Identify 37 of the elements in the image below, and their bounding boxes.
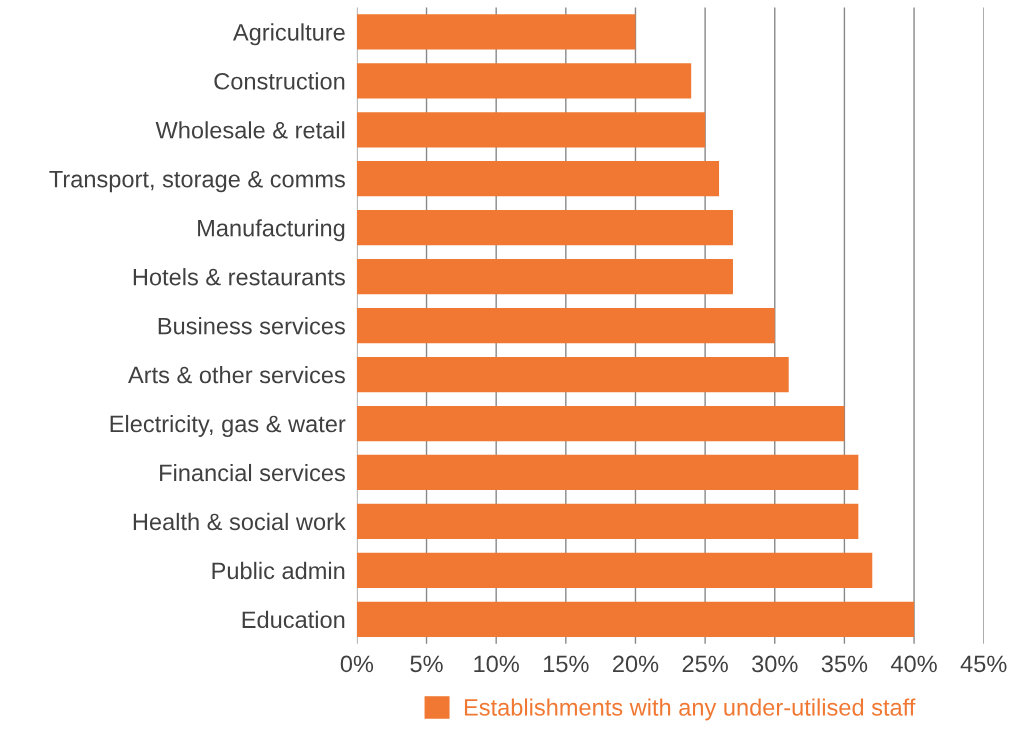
x-tick-label: 40% <box>890 655 937 673</box>
x-tick-label: 25% <box>682 655 728 673</box>
bar <box>356 552 873 588</box>
y-tick-label: Business services <box>158 317 345 335</box>
x-tick-label: 10% <box>474 655 519 673</box>
bar <box>356 210 733 246</box>
y-tick-label: Education <box>242 610 345 629</box>
x-tick-label: 45% <box>960 655 1007 673</box>
bar <box>356 161 720 197</box>
y-tick-label: Arts & other services <box>128 366 345 384</box>
bar <box>356 356 789 393</box>
bar <box>356 63 692 99</box>
y-tick-label: Financial services <box>160 463 345 482</box>
bar <box>356 307 775 344</box>
y-tick-label: Health & social work <box>133 512 346 531</box>
bar <box>356 601 915 637</box>
y-tick-label: Transport, storage & comms <box>49 170 345 193</box>
x-tick-label: 35% <box>821 655 868 673</box>
bar <box>356 503 859 540</box>
x-tick-label: 20% <box>613 655 659 673</box>
x-tick-label: 15% <box>544 655 589 673</box>
y-tick-label: Wholesale & retail <box>155 121 345 139</box>
legend-label: Establishments with any under-utilised staff <box>464 698 916 721</box>
y-tick-label: Agriculture <box>232 23 345 46</box>
bar <box>356 405 845 442</box>
y-tick-label: Construction <box>214 72 345 90</box>
y-tick-label: Public admin <box>212 561 345 580</box>
bar <box>356 259 733 295</box>
x-tick-label: 30% <box>752 655 798 673</box>
bar <box>356 112 706 148</box>
x-tick-label: 5% <box>410 655 443 673</box>
y-tick-label: Electricity, gas & water <box>110 414 346 437</box>
bar <box>356 454 859 491</box>
y-tick-label: Hotels & restaurants <box>133 268 345 286</box>
bar <box>356 14 636 50</box>
x-tick-label: 0% <box>340 655 374 673</box>
y-tick-label: Manufacturing <box>198 219 345 242</box>
